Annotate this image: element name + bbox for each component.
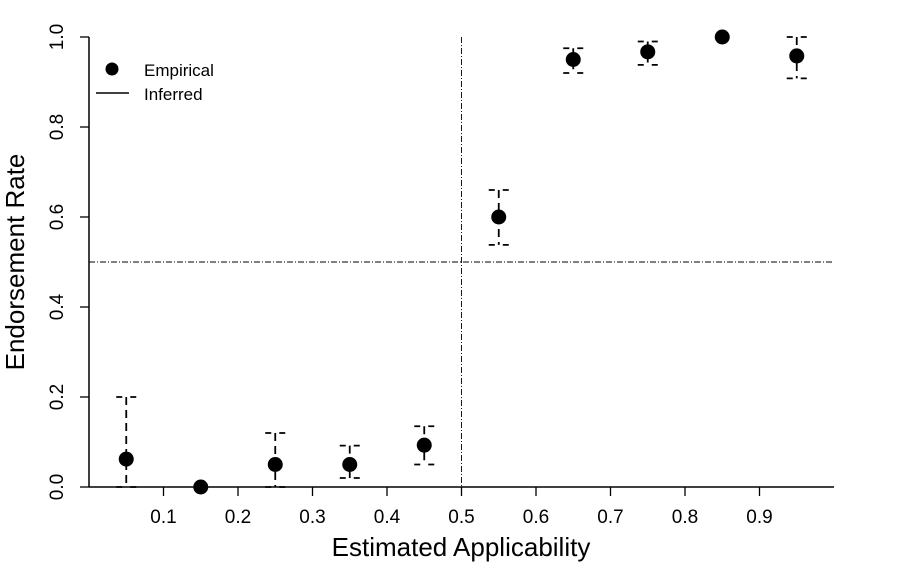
y-tick-label: 0.4 (47, 293, 68, 320)
data-point (267, 457, 283, 472)
x-axis-title: Estimated Applicability (332, 532, 591, 562)
legend-label-inferred: Inferred (144, 85, 203, 104)
legend-marker-empirical (105, 62, 119, 76)
data-point (565, 52, 581, 67)
y-tick-label: 0.2 (47, 384, 68, 410)
data-point (416, 437, 432, 453)
x-ticks: 0.1 0.2 0.3 0.4 0.5 0.6 0.7 0.8 0.9 (150, 487, 773, 528)
y-ticks: 0.0 0.2 0.4 0.6 0.8 1.0 (47, 24, 89, 500)
data-points (118, 29, 805, 495)
data-point (789, 48, 805, 64)
y-tick-label: 0.6 (47, 204, 68, 230)
x-tick-label: 0.9 (746, 507, 772, 528)
x-tick-label: 0.1 (150, 507, 176, 528)
y-axis-title: Endorsement Rate (0, 154, 30, 371)
x-tick-label: 0.5 (448, 507, 474, 528)
data-point (342, 457, 358, 472)
x-tick-label: 0.8 (672, 507, 698, 528)
data-point (118, 451, 134, 467)
legend-label-empirical: Empirical (144, 61, 214, 80)
x-tick-label: 0.7 (597, 507, 623, 528)
y-tick-label: 0.8 (47, 114, 68, 140)
x-tick-label: 0.2 (225, 507, 251, 528)
y-tick-label: 0.0 (47, 474, 68, 500)
x-tick-label: 0.4 (374, 507, 401, 528)
error-bars (116, 36, 807, 488)
data-point (193, 479, 209, 495)
y-tick-label: 1.0 (47, 24, 68, 50)
data-point (640, 44, 656, 60)
legend: Empirical Inferred (96, 61, 214, 104)
x-tick-label: 0.6 (523, 507, 549, 528)
data-point (714, 29, 730, 45)
data-point (491, 209, 507, 225)
reference-lines (89, 37, 834, 487)
x-tick-label: 0.3 (299, 507, 325, 528)
